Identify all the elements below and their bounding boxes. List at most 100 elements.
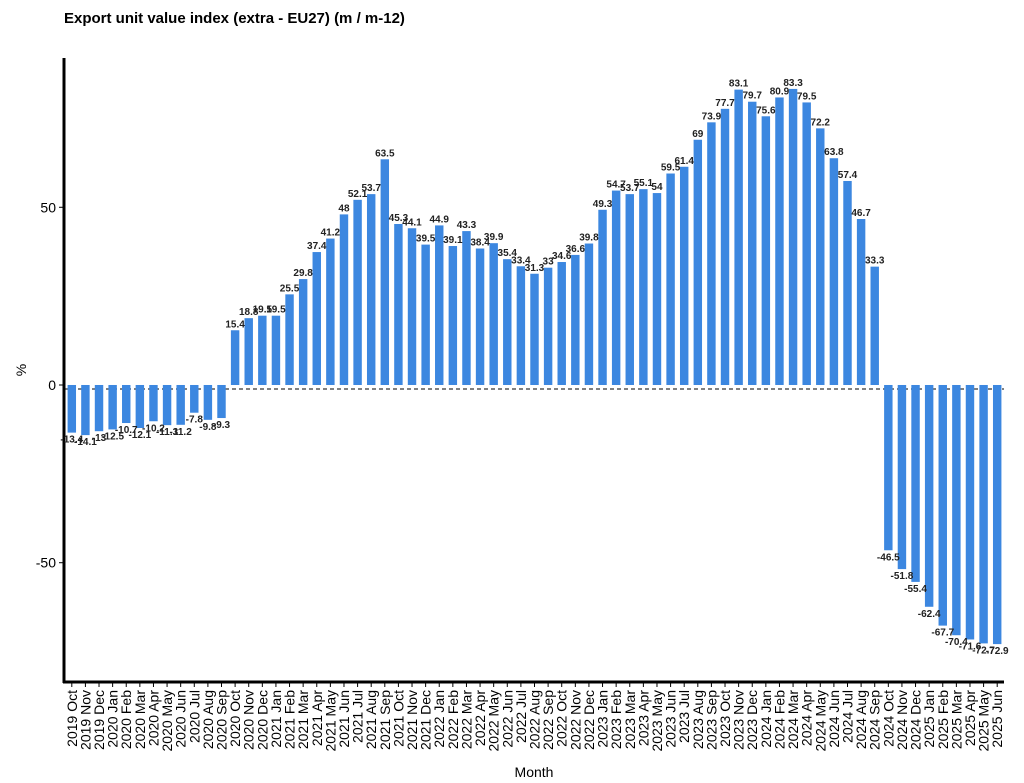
x-tick-label: 2021 Sep xyxy=(377,690,393,750)
bar-value-label: 31.3 xyxy=(525,263,545,274)
x-tick-label: 2025 Jun xyxy=(989,690,1005,748)
bar-value-label: -55.4 xyxy=(904,584,927,595)
x-tick-label: 2020 Nov xyxy=(241,690,257,750)
bar-value-label: 41.2 xyxy=(321,228,341,239)
bar-value-label: 15.4 xyxy=(225,319,245,330)
x-tick-label: 2020 May xyxy=(159,690,175,751)
x-tick-label: 2023 Oct xyxy=(717,690,733,747)
bar xyxy=(897,384,907,570)
bar-value-label: -9.8 xyxy=(199,422,217,433)
bar xyxy=(884,384,893,551)
bar xyxy=(394,223,403,385)
x-tick-label: 2023 Dec xyxy=(744,690,760,750)
bar-value-label: -11.2 xyxy=(170,427,193,438)
bar xyxy=(856,219,866,385)
x-tick-label: 2024 Jan xyxy=(758,690,774,748)
bar-value-label: 53.7 xyxy=(361,183,381,194)
chart-title: Export unit value index (extra - EU27) (… xyxy=(64,10,405,27)
bar-value-label: 77.7 xyxy=(715,98,735,109)
bar-value-label: 54 xyxy=(651,182,663,193)
bar-value-label: 36.6 xyxy=(566,244,586,255)
bar xyxy=(462,231,471,385)
x-tick-label: 2025 Apr xyxy=(962,690,978,746)
bar xyxy=(543,267,553,385)
bar xyxy=(611,190,621,385)
bar-value-label: 19.5 xyxy=(253,305,273,316)
x-tick-label: 2020 Sep xyxy=(214,690,230,750)
x-tick-label: 2025 Feb xyxy=(935,690,951,749)
bar-value-label: 72.2 xyxy=(811,117,831,128)
x-tick-label: 2024 Sep xyxy=(867,690,883,750)
x-tick-label: 2021 Jun xyxy=(336,690,352,748)
bar xyxy=(870,266,879,385)
bar-value-label: 43.3 xyxy=(457,220,477,231)
x-tick-label: 2022 Nov xyxy=(567,690,583,750)
x-tick-label: 2022 Jun xyxy=(499,690,515,748)
bar xyxy=(435,225,444,385)
x-tick-label: 2025 Jan xyxy=(921,690,937,748)
x-tick-label: 2024 Jun xyxy=(826,690,842,748)
bar xyxy=(503,259,512,385)
bar xyxy=(952,384,961,636)
bar xyxy=(516,266,526,385)
x-tick-label: 2022 Sep xyxy=(540,690,556,750)
x-tick-label: 2022 Jul xyxy=(513,690,529,743)
bar xyxy=(598,209,607,385)
x-tick-label: 2023 May xyxy=(649,690,665,751)
bar-value-label: 46.7 xyxy=(851,208,871,219)
bar-value-label: -72.9 xyxy=(986,646,1009,657)
bar-value-label: 37.4 xyxy=(307,241,327,252)
bar-value-label: 45.3 xyxy=(389,213,409,224)
x-tick-label: 2021 Apr xyxy=(309,690,325,746)
x-tick-label: 2024 May xyxy=(812,690,828,751)
bar xyxy=(258,315,267,385)
bar-value-label: 18.8 xyxy=(239,307,259,318)
x-tick-label: 2022 Apr xyxy=(472,690,488,746)
bar-value-label: 63.5 xyxy=(375,148,395,159)
bar xyxy=(625,194,634,385)
bar-value-label: 39.5 xyxy=(416,234,436,245)
x-tick-label: 2022 Aug xyxy=(527,690,543,749)
bar-value-label: 29.8 xyxy=(293,268,313,279)
x-tick-label: 2024 Mar xyxy=(785,690,801,749)
bar xyxy=(992,384,1002,645)
bar xyxy=(816,128,825,385)
y-tick-label: 0 xyxy=(48,377,56,393)
bar-value-label: 49.3 xyxy=(593,199,613,210)
x-tick-label: 2024 Apr xyxy=(799,690,815,746)
bar xyxy=(94,384,104,432)
bar xyxy=(67,384,77,433)
x-tick-label: 2024 Feb xyxy=(771,690,787,749)
bar-value-label: 79.5 xyxy=(797,91,817,102)
x-tick-label: 2022 May xyxy=(486,690,502,751)
x-tick-label: 2021 Feb xyxy=(282,690,298,749)
bar xyxy=(530,273,539,385)
bar-value-label: 25.5 xyxy=(280,283,300,294)
bars-group xyxy=(67,88,1002,645)
bar xyxy=(353,199,362,385)
bar xyxy=(230,330,240,385)
bar xyxy=(584,243,594,385)
bar xyxy=(421,244,430,385)
x-tick-label: 2025 May xyxy=(976,690,992,751)
bar xyxy=(761,116,771,385)
bar-value-label: 83.3 xyxy=(783,78,803,89)
bar-value-label: 38.4 xyxy=(470,238,490,249)
bar-value-label: -46.5 xyxy=(877,552,900,563)
bar xyxy=(788,88,798,385)
x-tick-label: 2024 Aug xyxy=(853,690,869,749)
bar-value-label: -71.6 xyxy=(959,641,982,652)
bar-value-label: -62.4 xyxy=(918,609,941,620)
bar xyxy=(748,101,757,385)
bar xyxy=(979,384,988,644)
bar-value-label: 33.3 xyxy=(865,256,885,267)
x-tick-label: 2024 Dec xyxy=(908,690,924,750)
x-tick-label: 2023 Apr xyxy=(635,690,651,746)
bar-value-label: -11.3 xyxy=(156,427,179,438)
y-ticks-group: -50 0 50 xyxy=(36,199,63,571)
x-tick-label: 2023 Sep xyxy=(703,690,719,750)
bar-value-label: 34.6 xyxy=(552,251,572,262)
bar-value-label: -13 xyxy=(92,433,107,444)
x-tick-label: 2019 Dec xyxy=(91,690,107,750)
